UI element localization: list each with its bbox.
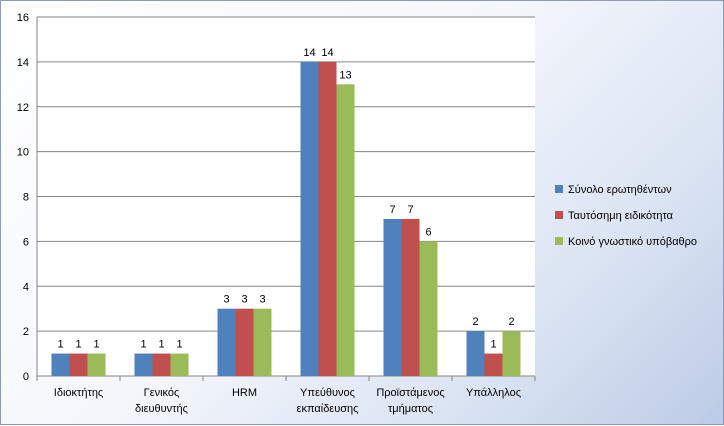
bar xyxy=(484,353,503,376)
bar xyxy=(69,353,88,376)
y-tick-label: 14 xyxy=(17,57,29,69)
bar xyxy=(152,353,171,376)
data-label: 13 xyxy=(339,69,351,81)
legend-label: Σύνολο ερωτηθέντων xyxy=(568,184,672,196)
category-label: εκπαίδευσης xyxy=(297,403,359,415)
data-label: 1 xyxy=(75,339,81,351)
bar xyxy=(466,331,485,376)
data-label: 1 xyxy=(57,339,63,351)
data-label: 2 xyxy=(508,316,514,328)
bar xyxy=(383,218,402,376)
data-label: 3 xyxy=(259,294,265,306)
y-tick-label: 16 xyxy=(17,12,29,24)
category-label: HRM xyxy=(232,387,257,399)
data-label: 3 xyxy=(241,294,247,306)
bar xyxy=(253,308,272,376)
bar xyxy=(318,61,337,376)
bar xyxy=(217,308,236,376)
category-label: διευθυντής xyxy=(135,403,188,415)
data-label: 3 xyxy=(223,294,229,306)
data-label: 14 xyxy=(321,47,333,59)
y-tick-label: 8 xyxy=(23,192,29,204)
category-label: τμήματος xyxy=(388,403,433,415)
bar xyxy=(502,331,521,376)
bar xyxy=(401,218,420,376)
y-tick-label: 4 xyxy=(23,281,29,293)
category-label: Ιδιοκτήτης xyxy=(54,387,103,399)
data-label: 1 xyxy=(176,339,182,351)
bar xyxy=(336,84,355,376)
y-tick-label: 6 xyxy=(23,236,29,248)
data-label: 1 xyxy=(140,339,146,351)
bar xyxy=(300,61,319,376)
legend-label: Κοινό γνωστικό υπόβαθρο xyxy=(568,236,697,248)
data-label: 2 xyxy=(472,316,478,328)
y-tick-label: 10 xyxy=(17,147,29,159)
bar xyxy=(170,353,189,376)
bar xyxy=(134,353,153,376)
category-label: Υπεύθυνος xyxy=(300,387,355,399)
legend-swatch xyxy=(555,185,563,193)
category-label: Υπάλληλος xyxy=(466,387,521,399)
data-label: 1 xyxy=(93,339,99,351)
legend-label: Ταυτόσημη ειδικότητα xyxy=(568,210,674,222)
bar xyxy=(235,308,254,376)
category-label: Γενικός xyxy=(144,387,180,399)
data-label: 14 xyxy=(303,47,315,59)
legend-swatch xyxy=(555,211,563,219)
bar xyxy=(419,241,438,376)
data-label: 6 xyxy=(425,226,431,238)
y-tick-label: 12 xyxy=(17,102,29,114)
bar xyxy=(87,353,106,376)
data-label: 7 xyxy=(389,204,395,216)
y-tick-label: 0 xyxy=(23,371,29,383)
legend-swatch xyxy=(555,237,563,245)
y-tick-label: 2 xyxy=(23,326,29,338)
data-label: 1 xyxy=(158,339,164,351)
bar xyxy=(51,353,70,376)
data-label: 7 xyxy=(407,204,413,216)
data-label: 1 xyxy=(490,339,496,351)
category-label: Προϊστάμενος xyxy=(376,387,444,399)
